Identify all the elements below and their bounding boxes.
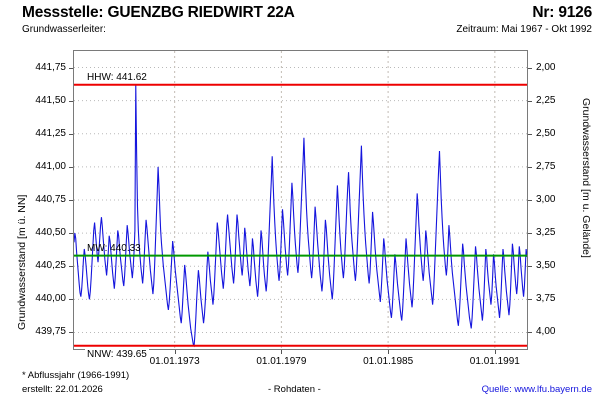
x-tick-label-0: 01.01.1973 xyxy=(149,356,200,367)
y-tick-label-right-7: 3,75 xyxy=(536,293,556,305)
y-axis-title-right: Grundwasserstand [m u. Gelände] xyxy=(580,98,592,258)
period-label: Zeitraum: Mai 1967 - Okt 1992 xyxy=(456,24,592,35)
x-tick-mark-1 xyxy=(281,350,283,354)
y-tick-mark-left-2 xyxy=(69,133,73,135)
y-tick-mark-right-6 xyxy=(528,266,532,268)
y-tick-label-left-8: 439,75 xyxy=(35,326,66,338)
y-tick-label-right-8: 4,00 xyxy=(536,326,556,338)
y-tick-label-left-5: 440,50 xyxy=(35,227,66,239)
y-tick-mark-right-3 xyxy=(528,166,532,168)
y-tick-label-left-2: 441,25 xyxy=(35,127,66,139)
reference-label-nnw: NNW: 439.65 xyxy=(85,348,149,360)
x-tick-label-1: 01.01.1979 xyxy=(256,356,307,367)
y-tick-mark-right-7 xyxy=(528,299,532,301)
created-date: erstellt: 22.01.2026 xyxy=(22,384,103,395)
y-tick-mark-right-0 xyxy=(528,67,532,69)
x-tick-mark-3 xyxy=(494,350,496,354)
plot-area xyxy=(73,50,528,350)
y-tick-mark-left-8 xyxy=(69,332,73,334)
y-tick-label-left-4: 440,75 xyxy=(35,194,66,205)
y-tick-label-left-6: 440,25 xyxy=(35,260,66,272)
y-tick-label-left-0: 441,75 xyxy=(35,61,66,73)
y-tick-mark-left-1 xyxy=(69,100,73,102)
y-tick-mark-right-5 xyxy=(528,233,532,235)
y-tick-mark-right-2 xyxy=(528,133,532,135)
x-tick-label-3: 01.01.1991 xyxy=(469,356,520,367)
x-tick-label-2: 01.01.1985 xyxy=(363,356,414,367)
y-tick-mark-left-6 xyxy=(69,266,73,268)
y-tick-label-right-2: 2,50 xyxy=(536,127,556,139)
source-link[interactable]: Quelle: www.lfu.bayern.de xyxy=(481,384,592,395)
aquifer-label: Grundwasserleiter: xyxy=(22,24,106,35)
y-tick-mark-left-7 xyxy=(69,299,73,301)
y-tick-label-right-1: 2,25 xyxy=(536,94,556,106)
y-tick-label-right-5: 3,25 xyxy=(536,227,556,239)
x-tick-mark-0 xyxy=(174,350,176,354)
y-tick-label-left-1: 441,50 xyxy=(35,94,66,106)
footnote: * Abflussjahr (1966-1991) xyxy=(22,370,130,381)
raw-data-label: - Rohdaten - xyxy=(268,384,321,395)
y-tick-mark-right-1 xyxy=(528,100,532,102)
y-tick-mark-left-5 xyxy=(69,233,73,235)
x-tick-mark-2 xyxy=(388,350,390,354)
y-tick-label-right-4: 3,00 xyxy=(536,194,556,205)
y-tick-mark-right-8 xyxy=(528,332,532,334)
y-tick-mark-right-4 xyxy=(528,200,532,201)
y-tick-label-left-3: 441,00 xyxy=(35,160,66,172)
y-tick-mark-left-4 xyxy=(69,200,73,201)
y-tick-label-right-0: 2,00 xyxy=(536,61,556,73)
page-title: Messstelle: GUENZBG RIEDWIRT 22A xyxy=(22,4,295,21)
chart-canvas xyxy=(74,51,527,349)
y-tick-mark-left-3 xyxy=(69,166,73,168)
reference-label-hhw: HHW: 441.62 xyxy=(85,71,149,83)
station-number: Nr: 9126 xyxy=(532,4,592,21)
y-tick-label-left-7: 440,00 xyxy=(35,293,66,305)
y-tick-label-right-6: 3,50 xyxy=(536,260,556,272)
reference-label-mw: MW: 440.33 xyxy=(87,242,141,254)
y-tick-mark-left-0 xyxy=(69,67,73,69)
y-tick-label-right-3: 2,75 xyxy=(536,160,556,172)
